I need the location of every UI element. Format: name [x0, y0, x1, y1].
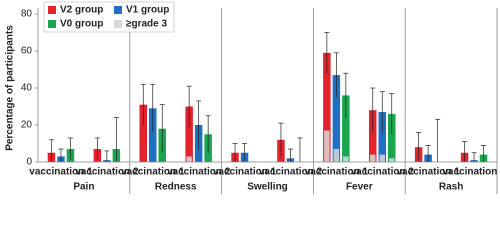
legend: V2 group V1 group V0 group ≥grade 3 [43, 1, 175, 33]
grade3-bar [379, 154, 385, 162]
error-bar [297, 137, 303, 162]
bar [332, 75, 341, 162]
grade3-bar [370, 154, 376, 162]
grade3-bar [343, 156, 349, 162]
bar [369, 110, 377, 162]
error-bar [379, 91, 385, 133]
legend-label: V0 group [60, 19, 103, 30]
chart: Percentage of participants 0 20 40 60 80 vacc… [5, 1, 500, 194]
y-tick-label: 60 [21, 46, 33, 57]
x-tick-label: vaccination 2 [75, 167, 139, 178]
error-bar [333, 52, 339, 98]
error-bar [232, 143, 238, 162]
legend-label: V1 group [126, 5, 169, 16]
x-tick-label: vaccination 1 [121, 167, 185, 178]
x-tick-label: vaccination 1 [305, 167, 369, 178]
error-bar [159, 104, 165, 153]
bar [185, 106, 193, 162]
x-tick-label: vaccination 1 [396, 167, 460, 178]
group-label: Redness [155, 182, 197, 193]
error-bar [287, 148, 293, 162]
error-bar [205, 115, 211, 153]
error-bar [389, 93, 395, 135]
error-bar [462, 141, 468, 162]
error-bar [67, 137, 73, 161]
error-bar [343, 72, 349, 118]
x-tick-label: vaccination 2 [442, 167, 500, 178]
x-tick-label: vaccination 1 [213, 167, 277, 178]
group-label: Swelling [247, 182, 288, 193]
y-tick-label: 80 [21, 9, 33, 20]
error-bar [196, 100, 202, 150]
error-bar [242, 143, 248, 162]
grade3-bar [324, 130, 330, 162]
error-bar [140, 83, 146, 125]
error-bar [435, 119, 441, 162]
legend-swatch [114, 6, 122, 14]
error-bar [58, 148, 64, 162]
error-bar [324, 32, 330, 74]
error-bar [186, 85, 192, 127]
bar [342, 95, 350, 162]
y-tick-label: 40 [21, 83, 33, 94]
y-axis-label: Percentage of participants [5, 25, 16, 151]
error-bar [370, 87, 376, 133]
x-tick-label: vaccination 2 [259, 167, 323, 178]
error-bar [471, 152, 477, 162]
bar [149, 108, 157, 162]
bar [323, 52, 331, 162]
grade3-bar [389, 158, 395, 162]
y-tick-label: 20 [21, 120, 33, 131]
group-label: Fever [346, 182, 373, 193]
error-bar [113, 117, 119, 162]
x-tick-label: vaccination 2 [351, 167, 415, 178]
bar [139, 104, 147, 162]
error-bar [425, 145, 431, 162]
legend-swatch [48, 6, 56, 14]
error-bar [48, 139, 54, 162]
x-tick-label: vaccination 2 [167, 167, 231, 178]
bar [378, 112, 386, 162]
error-bar [481, 145, 487, 162]
x-tick-label: vaccination 1 [29, 167, 93, 178]
grade3-bar [186, 156, 192, 162]
error-bar [416, 132, 422, 162]
bars [47, 32, 488, 162]
group-label: Rash [439, 182, 463, 193]
legend-swatch [114, 20, 122, 28]
legend-label: V2 group [60, 5, 103, 16]
error-bar [150, 83, 156, 133]
legend-label: ≥grade 3 [126, 19, 167, 30]
y-tick-label: 0 [26, 157, 32, 168]
group-label: Pain [73, 182, 94, 193]
legend-swatch [48, 20, 56, 28]
bar [388, 113, 396, 162]
error-bar [278, 122, 284, 157]
error-bar [94, 137, 100, 161]
legend-box [43, 1, 175, 33]
grade3-bar [333, 149, 340, 162]
error-bar [104, 150, 110, 162]
